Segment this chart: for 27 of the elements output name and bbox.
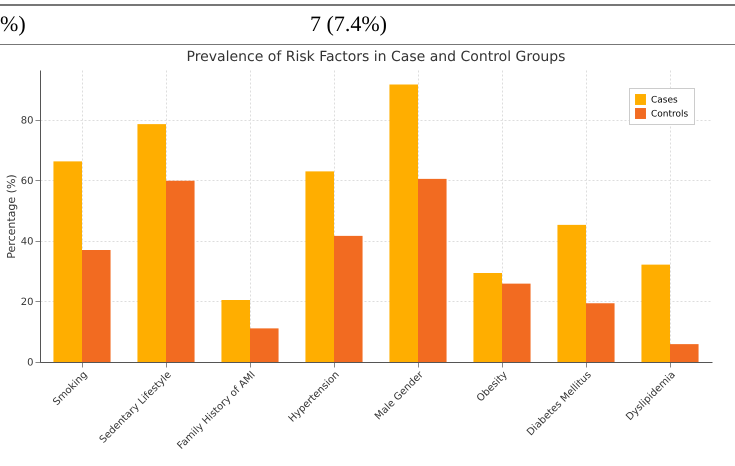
text: %) — [0, 11, 26, 37]
bar — [473, 273, 502, 362]
legend-label: Controls — [651, 110, 689, 120]
bar — [641, 264, 670, 362]
y-tick-label: 60 — [20, 176, 34, 187]
y-tick-label: 40 — [20, 236, 34, 248]
bar — [418, 178, 447, 362]
bar — [53, 161, 82, 362]
bar — [82, 250, 111, 362]
bar — [250, 328, 279, 362]
legend-label: Cases — [651, 96, 678, 106]
bar — [670, 344, 699, 362]
text: 7 (7.4%) — [310, 11, 387, 37]
bar — [557, 224, 586, 362]
chart-title: Prevalence of Risk Factors in Case and Control Groups — [186, 49, 566, 65]
y-tick-label: 0 — [27, 358, 34, 368]
y-tick-label: 20 — [20, 296, 34, 308]
y-tick-label: 80 — [20, 115, 34, 126]
bar — [502, 284, 531, 362]
bar — [334, 236, 363, 362]
bar — [305, 171, 334, 362]
bar — [221, 300, 250, 362]
bar — [586, 303, 615, 362]
bar — [137, 124, 166, 362]
bar — [389, 84, 418, 362]
y-axis-title: Percentage (%) — [4, 174, 18, 259]
bar — [166, 180, 195, 362]
